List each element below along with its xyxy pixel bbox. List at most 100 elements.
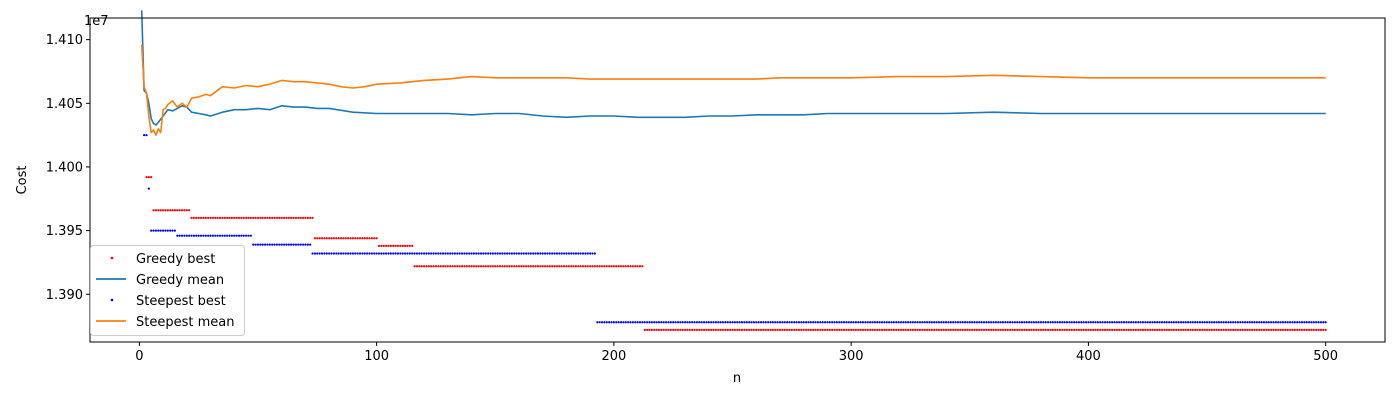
greedy-best-point [1141,328,1145,332]
steepest-best-point [228,234,231,237]
steepest-best-point [650,321,653,324]
steepest-best-point [524,252,528,255]
greedy-best-point [515,265,518,268]
greedy-best-point [584,265,587,268]
steepest-best-point [982,321,986,324]
steepest-best-point [1077,321,1081,324]
greedy-best-point [1118,328,1121,332]
steepest-best-point [861,321,865,324]
x-tick-label: 500 [1313,349,1338,364]
greedy-best-point [472,265,475,268]
steepest-best-point [339,252,343,255]
steepest-best-point [992,321,995,324]
steepest-best-point [1037,321,1040,324]
greedy-best-point [823,328,827,332]
steepest-best-point [565,252,568,255]
steepest-best-point [522,252,525,255]
steepest-best-point [425,252,428,255]
steepest-best-point [790,321,793,324]
steepest-best-point [1127,321,1130,324]
steepest-best-point [1061,321,1064,324]
greedy-best-point [807,328,810,332]
greedy-best-point [237,216,241,219]
greedy-best-point [188,209,191,212]
steepest-best-point [740,321,744,324]
steepest-best-point [159,229,162,232]
greedy-best-point [420,265,423,268]
steepest-best-point [629,321,632,324]
steepest-best-point [878,321,881,324]
greedy-best-point [947,328,950,332]
greedy-best-point [944,328,948,332]
greedy-best-point [1099,328,1102,332]
steepest-best-point [382,252,385,255]
steepest-best-point [807,321,810,324]
steepest-best-point [944,321,948,324]
greedy-best-point [1030,328,1033,332]
steepest-best-point [273,243,276,246]
steepest-best-point [1201,321,1204,324]
steepest-best-point [1284,321,1287,324]
steepest-best-point [1013,321,1016,324]
steepest-best-point [795,321,798,324]
steepest-best-point [961,321,964,324]
greedy-best-point [871,328,874,332]
greedy-best-point [980,328,983,332]
steepest-best-point [949,321,952,324]
greedy-best-point [750,328,753,332]
greedy-best-point [501,265,504,268]
steepest-best-point [771,321,774,324]
greedy-best-point [1175,328,1178,332]
legend-box [90,245,245,336]
steepest-best-point [1215,321,1218,324]
greedy-best-point [560,265,563,268]
steepest-best-point [1172,321,1175,324]
greedy-best-point [622,265,625,268]
steepest-best-point [918,321,922,324]
greedy-best-point [266,216,269,219]
greedy-best-point [192,216,196,219]
steepest-best-point [1063,321,1066,324]
steepest-best-point [627,321,630,324]
greedy-best-point [904,328,907,332]
steepest-best-point [468,252,471,255]
greedy-best-point [510,265,513,268]
greedy-best-point [925,328,929,332]
steepest-best-point [223,234,226,237]
steepest-best-point [1028,321,1031,324]
steepest-best-point [906,321,910,324]
steepest-best-point [311,252,314,255]
greedy-best-point [1035,328,1038,332]
greedy-best-point [702,328,706,332]
steepest-best-point [852,321,855,324]
steepest-best-point [710,321,713,324]
greedy-best-point [634,265,637,268]
steepest-best-point [1096,321,1100,324]
x-tick-label: 300 [839,349,864,364]
steepest-best-point [1258,321,1261,324]
steepest-best-point [553,252,556,255]
steepest-best-point [1099,321,1102,324]
steepest-best-point [451,252,454,255]
greedy-best-point [389,244,392,247]
greedy-best-point [1061,328,1064,332]
greedy-best-point [764,328,767,332]
steepest-best-point [942,321,945,324]
steepest-best-point [1044,321,1047,324]
steepest-best-point [802,321,805,324]
greedy-best-point [985,328,988,332]
greedy-best-point [930,328,933,332]
greedy-best-point [297,216,300,219]
greedy-best-point [914,328,917,332]
greedy-best-point [347,237,350,240]
greedy-best-point [394,244,397,247]
greedy-best-point [185,209,188,212]
steepest-best-point [857,321,860,324]
steepest-best-point [1222,321,1225,324]
steepest-best-point [911,321,914,324]
greedy-best-point [598,265,601,268]
steepest-best-point [1153,321,1156,324]
greedy-best-point [370,237,373,240]
steepest-best-point [394,252,397,255]
steepest-best-point [268,243,271,246]
